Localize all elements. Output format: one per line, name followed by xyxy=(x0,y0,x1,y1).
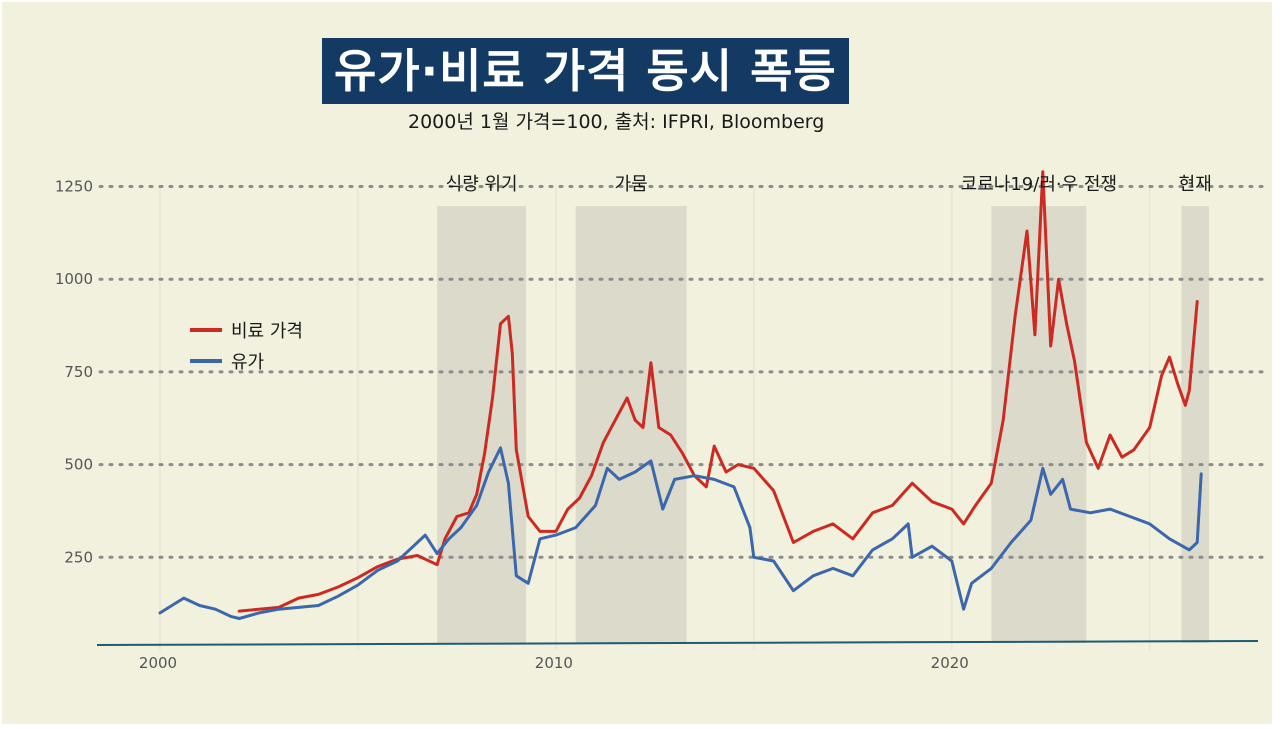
y-tick-label: 500 xyxy=(64,456,93,474)
chart-subtitle: 2000년 1월 가격=100, 출처: IFPRI, Bloomberg xyxy=(408,111,825,133)
series-lines xyxy=(158,170,1203,620)
x-tick-label: 2020 xyxy=(931,654,969,672)
vertical-gridlines xyxy=(159,188,1151,650)
y-tick-labels: 250 500 750 1000 1250 xyxy=(55,178,93,567)
y-tick-label: 1000 xyxy=(55,270,93,288)
period-labels: 식량 위기 가뭄 코로나19/러·우 전쟁 현재 xyxy=(446,174,1212,195)
series-line-oil xyxy=(158,446,1203,620)
y-tick-label: 250 xyxy=(64,548,93,566)
y-tick-label: 750 xyxy=(64,363,93,381)
x-tick-label: 2010 xyxy=(535,654,573,672)
period-label: 식량 위기 xyxy=(446,174,518,195)
shaded-period xyxy=(575,206,687,643)
x-axis-line xyxy=(96,640,1259,646)
y-tick-label: 1250 xyxy=(55,178,93,196)
horizontal-gridlines xyxy=(98,185,1264,559)
shaded-period xyxy=(1181,206,1210,643)
period-label: 코로나19/러·우 전쟁 xyxy=(961,174,1117,195)
shaded-period xyxy=(437,206,527,643)
x-tick-label: 2000 xyxy=(139,654,177,672)
period-label: 가뭄 xyxy=(615,174,648,195)
legend-label: 유가 xyxy=(231,352,264,373)
series-line-fertilizer xyxy=(237,170,1199,613)
x-tick-labels: 2000 2010 2020 xyxy=(139,654,969,672)
legend-label: 비료 가격 xyxy=(231,321,303,342)
period-label: 현재 xyxy=(1179,174,1212,195)
chart-title: 유가·비료 가격 동시 폭등 xyxy=(322,38,849,104)
